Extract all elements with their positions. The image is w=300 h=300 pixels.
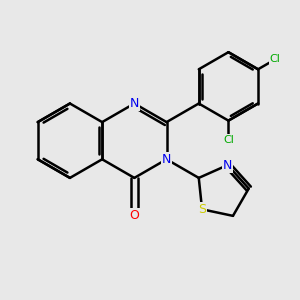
Text: N: N (162, 153, 171, 166)
Text: N: N (130, 97, 139, 110)
Text: Cl: Cl (270, 55, 280, 64)
Text: Cl: Cl (223, 135, 234, 145)
Text: N: N (223, 159, 232, 172)
Text: S: S (198, 203, 206, 216)
Text: O: O (129, 208, 139, 222)
